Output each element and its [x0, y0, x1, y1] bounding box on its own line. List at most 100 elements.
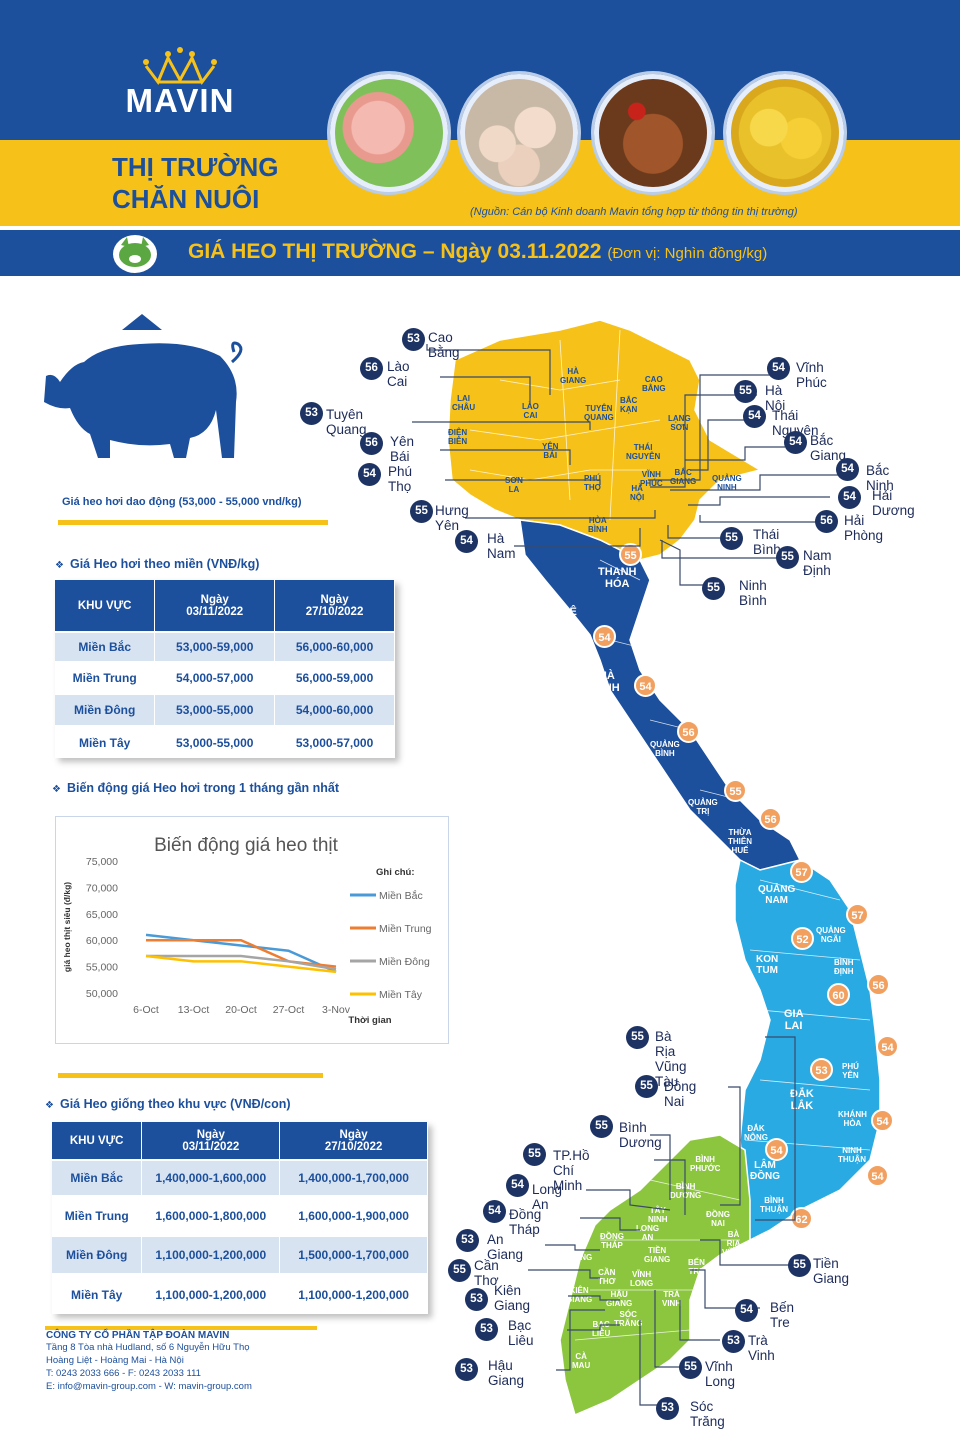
cell-price: 53,000-55,000 — [154, 693, 276, 726]
province-label: HÀ TĨNH — [594, 670, 620, 694]
cell-price: 54,000-60,000 — [274, 693, 395, 726]
price-badge: 56 — [677, 720, 700, 743]
callout-province-label: Kiên Giang — [494, 1283, 531, 1313]
table1-heading: ❖ Giá Heo hơi theo miền (VNĐ/kg) — [55, 557, 259, 571]
diamond-bullet-icon: ❖ — [55, 560, 64, 571]
legend-label: Miền Tây — [379, 989, 423, 1001]
table-row: Miền Đông 53,000-55,000 54,000-60,000 — [55, 693, 395, 726]
callout-province-label: Bình Dương — [619, 1120, 662, 1150]
callout-province-label: An Giang — [487, 1232, 524, 1262]
province-label: ĐỒNG NAI — [706, 1210, 730, 1228]
province-label: CÀ MAU — [572, 1352, 591, 1370]
cell-price: 54,000-57,000 — [154, 661, 276, 694]
title-unit: (Đơn vị: Nghìn đồng/kg) — [607, 245, 768, 262]
province-label: HÒA BÌNH — [588, 516, 608, 534]
cell-region: Miền Bắc — [52, 1159, 143, 1196]
province-label: KHÁNH HÒA — [838, 1110, 867, 1128]
province-label: KON TUM — [756, 954, 779, 976]
logo: MAVIN — [110, 40, 250, 120]
callout-province-label: Bắc Giang — [810, 433, 847, 463]
callout-province-label: Bà Rịa Vũng Tàu — [655, 1029, 687, 1089]
divider-line — [58, 520, 328, 525]
province-label: ĐẮK NÔNG — [744, 1124, 768, 1142]
province-label: ĐIỆN BIÊN — [448, 428, 468, 446]
cell-price: 56,000-60,000 — [274, 631, 395, 662]
price-badge: 54 — [765, 1138, 788, 1161]
cell-price: 1,100,000-1,200,000 — [141, 1235, 281, 1274]
callout-price-badge: 53 — [455, 1358, 478, 1381]
cell-region: Miền Bắc — [55, 631, 156, 662]
table2-heading: ❖ Giá Heo giống theo khu vực (VNĐ/con) — [45, 1097, 291, 1111]
y-axis-label: giá heo thịt siêu (đ/kg) — [62, 882, 72, 972]
province-label: CẦN THƠ — [598, 1268, 616, 1286]
callout-province-label: Đồng Tháp — [509, 1207, 542, 1237]
pig-head-icon — [110, 232, 160, 276]
table-row: Miền Đông 1,100,000-1,200,000 1,500,000-1,… — [52, 1235, 428, 1274]
price-badge: 57 — [846, 903, 869, 926]
vietnam-map — [447, 319, 881, 1417]
price-badge: 54 — [876, 1035, 899, 1058]
callout-province-label: Tuyên Quang — [326, 407, 367, 437]
province-label: BÌNH PHƯỚC — [690, 1155, 721, 1173]
price-badge: 54 — [634, 674, 657, 697]
callout-price-badge: 53 — [402, 328, 425, 351]
callout-province-label: Vĩnh Phúc — [796, 360, 827, 390]
callout-price-badge: 55 — [734, 380, 757, 403]
callout-price-badge: 54 — [767, 357, 790, 380]
diamond-bullet-icon: ❖ — [52, 784, 61, 795]
callout-price-badge: 55 — [635, 1075, 658, 1098]
callout-province-label: Thái Nguyên — [772, 408, 819, 438]
callout-price-badge: 56 — [360, 432, 383, 455]
province-label: PHÚ THỌ — [584, 474, 601, 492]
callout-price-badge: 54 — [836, 458, 859, 481]
callout-price-badge: 55 — [448, 1259, 471, 1282]
province-label: KIÊN GIANG — [566, 1286, 593, 1304]
callout-price-badge: 55 — [702, 577, 725, 600]
col-header-date2: Ngày 27/10/2022 — [274, 580, 395, 632]
cell-price: 1,100,000-1,200,000 — [279, 1273, 428, 1314]
callout-price-badge: 54 — [784, 431, 807, 454]
province-label: BÌNH DƯƠNG — [670, 1182, 702, 1200]
table-row: Miền Bắc 1,400,000-1,600,000 1,400,000-1,7… — [52, 1159, 428, 1196]
province-label: QUẢNG NGÃI — [816, 926, 846, 944]
title-main: GIÁ HEO THỊ TRƯỜNG – Ngày 03.11.2022 — [188, 240, 602, 263]
col-header-date1: Ngày 03/11/2022 — [154, 580, 276, 632]
callout-province-label: Nam Định — [803, 548, 832, 578]
callout-price-badge: 54 — [506, 1174, 529, 1197]
callout-province-label: Hà Nam — [487, 531, 516, 561]
callout-price-badge: 54 — [455, 530, 478, 553]
callout-price-badge: 55 — [788, 1254, 811, 1277]
price-badge: 54 — [593, 625, 616, 648]
callout-province-label: Hải Dương — [872, 488, 915, 518]
province-label: TUYÊN QUANG — [584, 404, 614, 422]
price-badge: 56 — [759, 807, 782, 830]
diamond-bullet-icon: ❖ — [45, 1100, 54, 1111]
price-badge: 53 — [810, 1058, 833, 1081]
province-label: HẬU GIANG — [606, 1290, 633, 1308]
province-label: BÌNH ĐỊNH — [834, 958, 854, 976]
chart-heading: ❖ Biến động giá Heo hơi trong 1 tháng gần… — [52, 781, 339, 795]
market-title-line1: THỊ TRƯỜNG — [112, 152, 279, 182]
source-note: (Nguồn: Cán bộ Kinh doanh Mavin tổng hợp… — [470, 206, 798, 218]
province-label: VĨNH LONG — [630, 1270, 654, 1288]
cell-region: Miền Trung — [52, 1195, 143, 1236]
x-tick-label: 20-Oct — [225, 1004, 257, 1016]
series-line — [145, 933, 337, 974]
callout-price-badge: 55 — [590, 1115, 613, 1138]
cell-region: Miền Đông — [52, 1235, 143, 1274]
table2-heading-text: Giá Heo giống theo khu vực (VNĐ/con) — [59, 1097, 291, 1111]
callout-province-label: Cao Bằng — [428, 330, 460, 360]
province-label: GIA LAI — [784, 1008, 804, 1032]
chicken-photo — [594, 74, 712, 192]
pigs-herd-photo — [460, 74, 578, 192]
callout-price-badge: 55 — [410, 500, 433, 523]
province-label: THANH HÓA — [598, 566, 637, 590]
callout-price-badge: 53 — [300, 402, 323, 425]
callout-province-label: Hà Nội — [765, 383, 786, 413]
cell-region: Miền Trung — [55, 661, 156, 694]
price-badge: 55 — [619, 543, 642, 566]
callout-province-label: Vĩnh Long — [705, 1359, 736, 1389]
province-label: QUẢNG BÌNH — [650, 740, 680, 758]
cell-price: 1,100,000-1,200,000 — [141, 1273, 281, 1314]
y-tick-label: 75,000 — [86, 856, 118, 868]
